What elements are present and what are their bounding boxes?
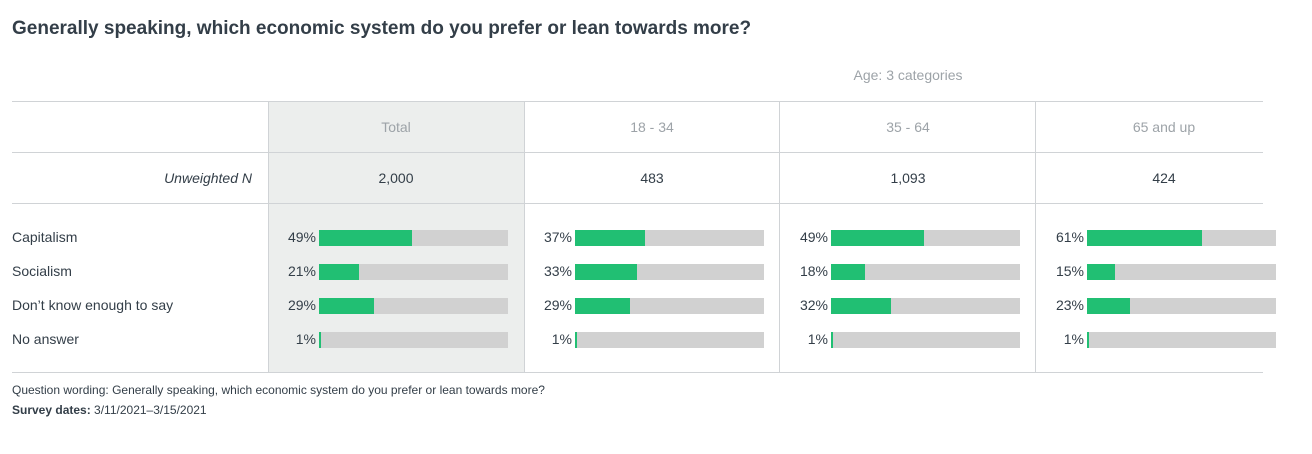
n-row-rule	[12, 203, 1263, 204]
bar-track	[831, 298, 1020, 314]
bar-track	[1087, 298, 1276, 314]
dates-text: 3/11/2021–3/15/2021	[94, 403, 207, 417]
bar	[831, 230, 924, 246]
bar	[319, 298, 374, 314]
bar	[575, 332, 577, 348]
age-group-label: Age: 3 categories	[853, 67, 963, 83]
unweighted-n-label: Unweighted N	[164, 170, 252, 186]
dates-label: Survey dates:	[12, 403, 91, 417]
bar	[831, 298, 892, 314]
data-label: 21%	[287, 263, 316, 279]
row-label: No answer	[12, 331, 79, 347]
bar-track	[575, 298, 764, 314]
bar	[1087, 264, 1116, 280]
data-label: 1%	[551, 331, 572, 347]
bar-track	[319, 264, 508, 280]
data-label: 61%	[1055, 229, 1084, 245]
question-wording: Question wording: Generally speaking, wh…	[12, 383, 545, 397]
wording-text: Generally speaking, which economic syste…	[112, 383, 545, 397]
table-top-rule	[12, 101, 1263, 102]
bar-track	[831, 230, 1020, 246]
bar-track	[831, 332, 1020, 348]
column-header-total: Total	[381, 119, 411, 135]
bar	[319, 264, 359, 280]
data-label: 1%	[295, 331, 316, 347]
data-label: 1%	[1063, 331, 1084, 347]
bar-track	[575, 264, 764, 280]
data-label: 49%	[287, 229, 316, 245]
unweighted-n-35-64: 1,093	[890, 170, 926, 186]
column-divider	[1035, 101, 1036, 372]
survey-dates: Survey dates: 3/11/2021–3/15/2021	[12, 403, 207, 417]
row-label: Don’t know enough to say	[12, 297, 174, 313]
data-label: 49%	[799, 229, 828, 245]
column-divider	[779, 101, 780, 372]
bar-track	[319, 230, 508, 246]
bar	[575, 230, 645, 246]
bar-track	[319, 298, 508, 314]
row-label: Capitalism	[12, 229, 78, 245]
data-label: 33%	[543, 263, 572, 279]
bar	[1087, 332, 1089, 348]
column-divider	[268, 101, 269, 372]
unweighted-n-total: 2,000	[378, 170, 414, 186]
bar-track	[1087, 332, 1276, 348]
data-label: 37%	[543, 229, 572, 245]
bar-track	[575, 230, 764, 246]
data-label: 1%	[807, 331, 828, 347]
chart-title: Generally speaking, which economic syste…	[12, 18, 752, 39]
bar-track	[319, 332, 508, 348]
column-header-35-64: 35 - 64	[886, 119, 930, 135]
data-label: 18%	[799, 263, 828, 279]
unweighted-n-65-up: 424	[1152, 170, 1176, 186]
bar-track	[831, 264, 1020, 280]
table-bottom-rule	[12, 372, 1263, 373]
bar	[575, 298, 630, 314]
bar-track	[575, 332, 764, 348]
bar	[831, 332, 833, 348]
unweighted-n-18-34: 483	[640, 170, 664, 186]
bar	[575, 264, 638, 280]
bar-track	[1087, 264, 1276, 280]
column-header-18-34: 18 - 34	[630, 119, 674, 135]
column-header-65-up: 65 and up	[1132, 119, 1196, 135]
bar	[319, 332, 321, 348]
data-label: 15%	[1055, 263, 1084, 279]
bar	[1087, 298, 1131, 314]
row-label: Socialism	[12, 263, 72, 279]
data-label: 29%	[287, 297, 316, 313]
column-divider	[524, 101, 525, 372]
wording-label: Question wording:	[12, 383, 109, 397]
bar-track	[1087, 230, 1276, 246]
bar	[831, 264, 866, 280]
data-label: 23%	[1055, 297, 1084, 313]
data-label: 32%	[799, 297, 828, 313]
data-label: 29%	[543, 297, 572, 313]
bar	[1087, 230, 1203, 246]
header-rule	[12, 152, 1263, 153]
bar	[319, 230, 412, 246]
